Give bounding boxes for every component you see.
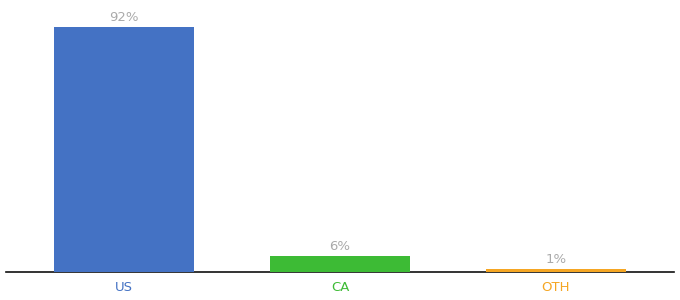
Text: 6%: 6% <box>330 240 350 253</box>
Bar <box>486 269 626 272</box>
Bar <box>54 27 194 272</box>
Text: 1%: 1% <box>545 253 566 266</box>
Bar <box>270 256 410 272</box>
Text: 92%: 92% <box>109 11 139 24</box>
